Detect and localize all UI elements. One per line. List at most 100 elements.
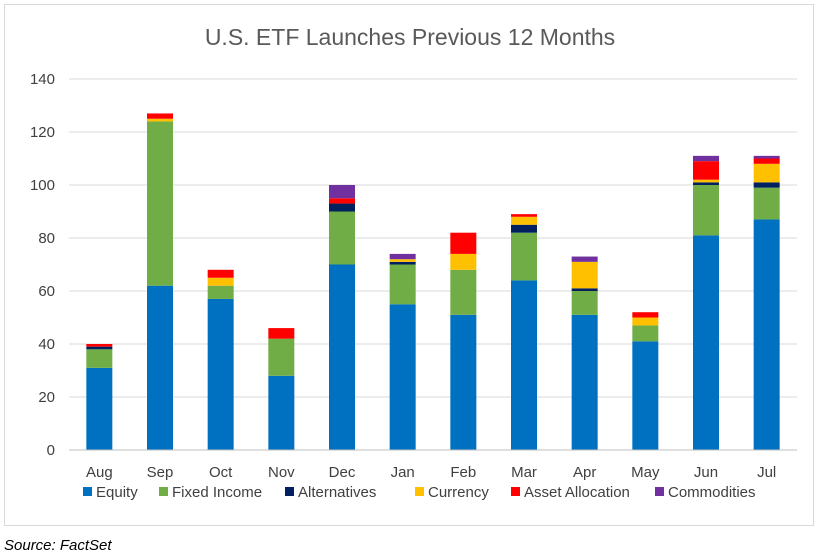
- legend-item: Alternatives: [285, 484, 376, 501]
- bar-segment: [86, 367, 113, 450]
- bar-segment: [147, 121, 173, 286]
- bar-segment: [693, 179, 719, 183]
- bar-segment: [86, 344, 113, 347]
- bar-segment: [329, 198, 355, 204]
- bar-segment: [207, 277, 234, 286]
- bar-segment: [511, 280, 537, 450]
- x-tick-label: May: [631, 464, 660, 481]
- bar-segment: [632, 325, 659, 342]
- legend-label: Asset Allocation: [524, 484, 630, 501]
- bar-segment: [511, 232, 537, 281]
- legend-label: Equity: [96, 484, 138, 501]
- bar-segment: [329, 264, 355, 450]
- bar-segment: [511, 224, 537, 233]
- x-tick-label: Apr: [573, 464, 596, 481]
- bars: [86, 113, 780, 450]
- legend-label: Alternatives: [298, 484, 376, 501]
- x-tick-label: Dec: [329, 464, 356, 481]
- bar-segment: [450, 232, 477, 254]
- y-tick-label: 120: [30, 124, 55, 141]
- bar-segment: [329, 211, 355, 265]
- legend-label: Currency: [428, 484, 489, 501]
- bar-segment: [753, 187, 780, 220]
- y-tick-label: 0: [47, 442, 55, 459]
- bar-segment: [450, 314, 477, 450]
- bar-segment: [329, 203, 355, 212]
- y-tick-label: 60: [38, 283, 55, 300]
- y-tick-label: 140: [30, 71, 55, 88]
- bar-segment: [753, 155, 780, 159]
- bar-segment: [389, 304, 416, 450]
- bar-segment: [693, 155, 719, 162]
- bar-segment: [693, 161, 719, 180]
- bar-segment: [571, 261, 598, 289]
- legend-swatch: [285, 487, 294, 496]
- gridlines: [69, 78, 797, 398]
- chart-title: U.S. ETF Launches Previous 12 Months: [205, 24, 615, 50]
- x-tick-label: Jun: [694, 464, 718, 481]
- x-tick-label: Nov: [268, 464, 295, 481]
- bar-segment: [693, 235, 719, 450]
- x-tick-label: Jul: [757, 464, 776, 481]
- bar-segment: [632, 317, 659, 326]
- legend-swatch: [415, 487, 424, 496]
- bar-segment: [571, 256, 598, 262]
- bar-segment: [753, 219, 780, 450]
- bar-segment: [571, 314, 598, 450]
- bar-segment: [511, 214, 537, 217]
- source-note: Source: FactSet: [4, 537, 112, 554]
- y-tick-label: 20: [38, 389, 55, 406]
- bar-segment: [389, 264, 416, 305]
- bar-segment: [389, 261, 416, 265]
- bar-segment: [389, 253, 416, 260]
- y-axis-ticks: 0 20 40 60 80 100 120 140: [30, 71, 55, 459]
- bar-segment: [753, 163, 780, 183]
- bar-segment: [632, 312, 659, 318]
- legend-swatch: [655, 487, 664, 496]
- legend-item: Fixed Income: [159, 484, 262, 501]
- bar-segment: [268, 338, 295, 376]
- legend-swatch: [511, 487, 520, 496]
- bar-segment: [571, 288, 598, 291]
- bar-segment: [268, 375, 295, 450]
- x-axis-ticks: Aug Sep Oct Nov Dec Jan Feb Mar Apr May Jun Jul: [86, 464, 776, 481]
- bar-segment: [753, 158, 780, 164]
- bar-segment: [207, 285, 234, 299]
- bar-segment: [207, 298, 234, 450]
- legend-item: Asset Allocation: [511, 484, 630, 501]
- bar-segment: [571, 291, 598, 315]
- bar-segment: [632, 341, 659, 450]
- legend: Equity Fixed Income Alternatives Currency As…: [83, 484, 756, 501]
- legend-swatch: [159, 487, 168, 496]
- legend-label: Commodities: [668, 484, 756, 501]
- bar-segment: [329, 185, 355, 199]
- legend-label: Fixed Income: [172, 484, 262, 501]
- bar-segment: [147, 285, 173, 450]
- bar-segment: [147, 113, 173, 119]
- bar-segment: [511, 216, 537, 225]
- legend-item: Currency: [415, 484, 489, 501]
- x-tick-label: Aug: [86, 464, 113, 481]
- bar-segment: [86, 349, 113, 368]
- legend-swatch: [83, 487, 92, 496]
- x-tick-label: Sep: [147, 464, 174, 481]
- bar-segment: [207, 269, 234, 278]
- bar-segment: [86, 346, 113, 350]
- y-tick-label: 100: [30, 177, 55, 194]
- x-tick-label: Mar: [511, 464, 537, 481]
- bar-segment: [693, 185, 719, 236]
- x-tick-label: Jan: [391, 464, 415, 481]
- y-tick-label: 80: [38, 230, 55, 247]
- bar-segment: [693, 182, 719, 185]
- chart-frame: U.S. ETF Launches Previous 12 Months 0 20…: [4, 4, 814, 526]
- bar-segment: [450, 269, 477, 315]
- bar-segment: [147, 118, 173, 122]
- bar-segment: [450, 253, 477, 270]
- legend-item: Equity: [83, 484, 138, 501]
- x-tick-label: Feb: [450, 464, 476, 481]
- legend-item: Commodities: [655, 484, 756, 501]
- x-tick-label: Oct: [209, 464, 233, 481]
- bar-segment: [753, 182, 780, 188]
- chart-svg: U.S. ETF Launches Previous 12 Months 0 20…: [30, 24, 797, 501]
- bar-segment: [389, 259, 416, 262]
